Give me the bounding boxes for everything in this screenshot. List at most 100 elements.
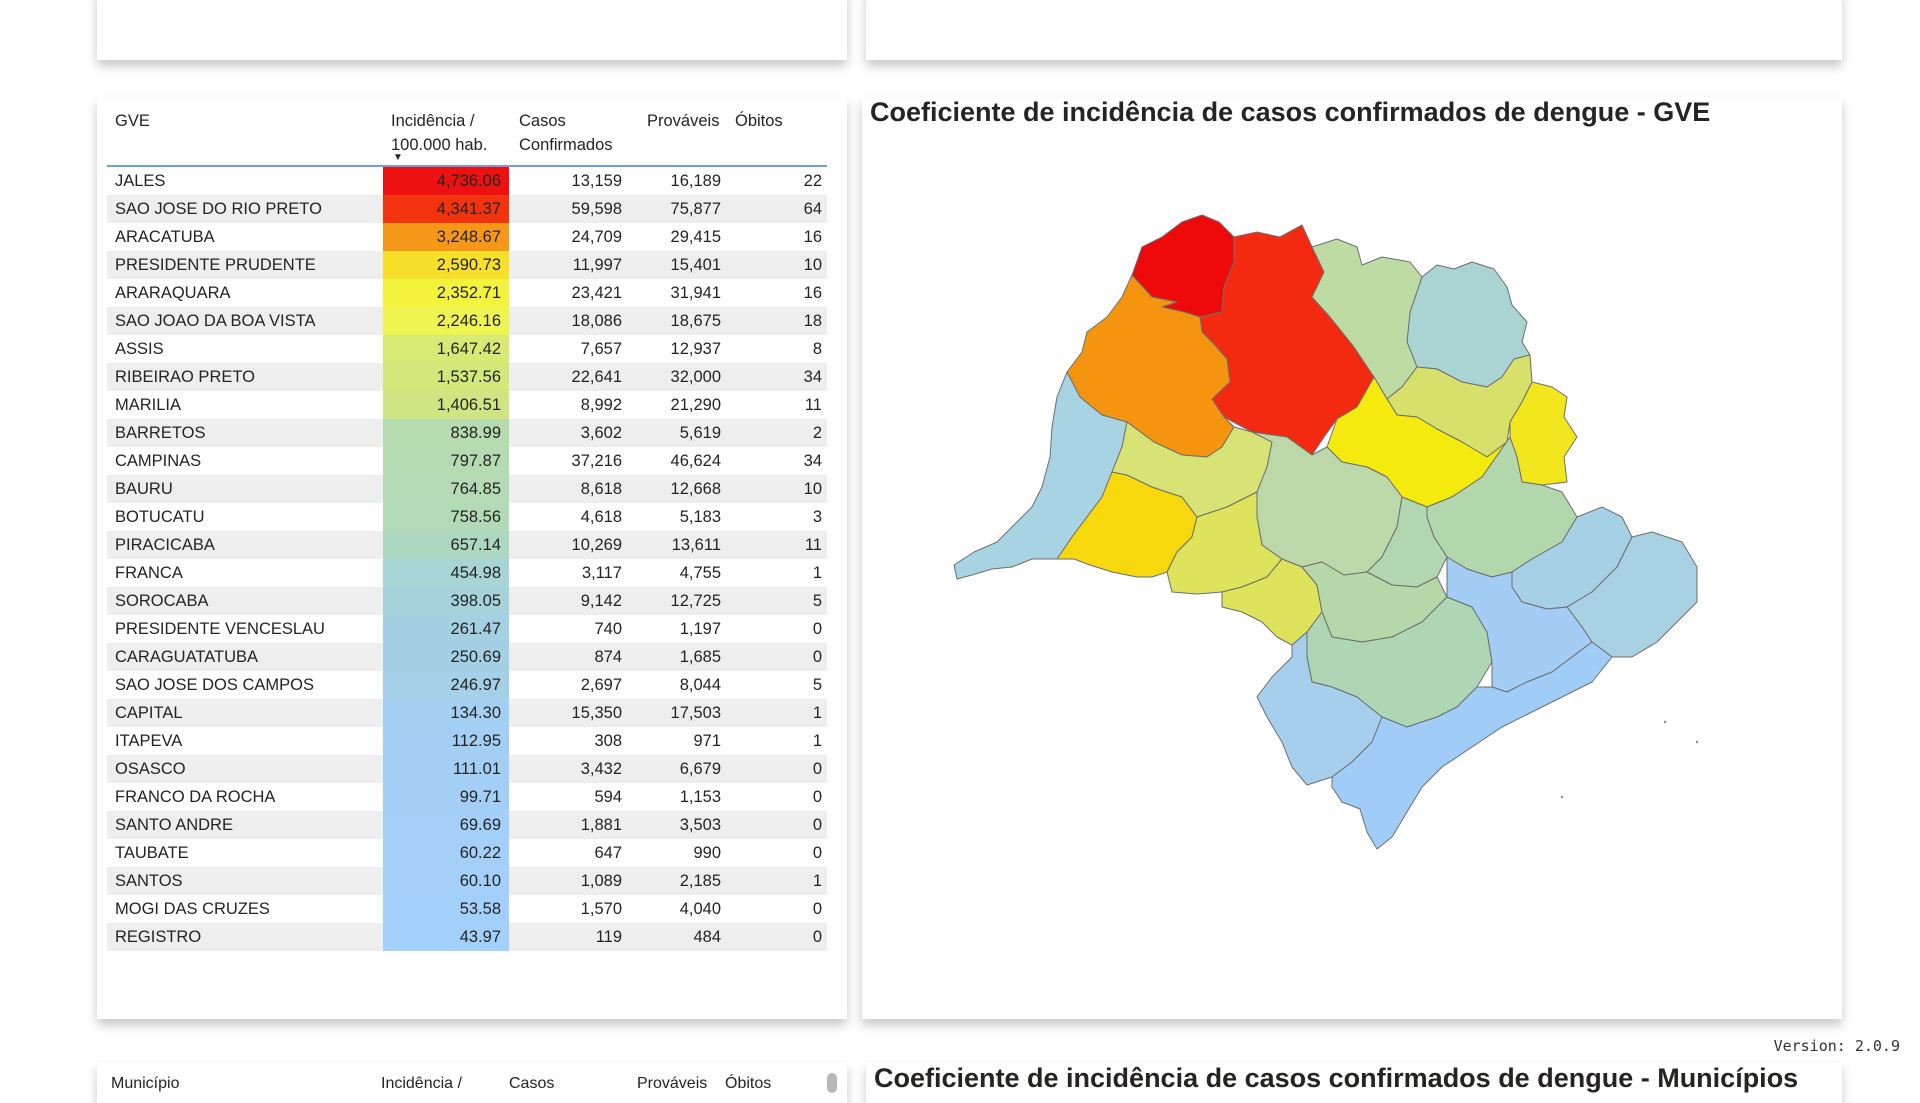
table-row[interactable]: ITAPEVA 112.95 308 971 1	[107, 727, 827, 755]
cell-provaveis: 6,679	[679, 760, 721, 778]
cell-casos-confirmados: 7,657	[580, 340, 622, 358]
table-row[interactable]: ARACATUBA 3,248.67 24,709 29,415 16	[107, 223, 827, 251]
cell-gve: CAMPINAS	[115, 452, 202, 470]
table-row[interactable]: SANTOS 60.10 1,089 2,185 1	[107, 867, 827, 895]
table-row[interactable]: FRANCA 454.98 3,117 4,755 1	[107, 559, 827, 587]
sao-paulo-gve-map[interactable]	[862, 97, 1842, 1019]
table-row[interactable]: PRESIDENTE VENCESLAU 261.47 740 1,197 0	[107, 615, 827, 643]
table-row[interactable]: PIRACICABA 657.14 10,269 13,611 11	[107, 531, 827, 559]
cell-incidencia: 2,352.71	[383, 279, 509, 307]
table-row[interactable]: BAURU 764.85 8,618 12,668 10	[107, 475, 827, 503]
table-row[interactable]: REGISTRO 43.97 119 484 0	[107, 923, 827, 951]
header-provaveis-municipio[interactable]: Prováveis	[637, 1075, 708, 1092]
cell-obitos: 1	[812, 564, 822, 582]
cell-gve: REGISTRO	[115, 928, 202, 946]
cell-incidencia: 134.30	[383, 699, 509, 727]
header-municipio[interactable]: Município	[111, 1075, 180, 1092]
table-row[interactable]: SANTO ANDRE 69.69 1,881 3,503 0	[107, 811, 827, 839]
table-row[interactable]: JALES 4,736.06 13,159 16,189 22	[107, 167, 827, 195]
table-row[interactable]: ARARAQUARA 2,352.71 23,421 31,941 16	[107, 279, 827, 307]
cell-casos-confirmados: 24,709	[571, 228, 622, 246]
cell-provaveis: 990	[693, 844, 721, 862]
header-obitos-municipio[interactable]: Óbitos	[725, 1075, 772, 1092]
map-region-itapeva[interactable]	[1256, 631, 1383, 786]
table-row[interactable]: CAMPINAS 797.87 37,216 46,624 34	[107, 447, 827, 475]
cell-incidencia: 1,406.51	[383, 391, 509, 419]
municipios-map-title: Coeficiente de incidência de casos confi…	[874, 1063, 1799, 1093]
table-row[interactable]: ASSIS 1,647.42 7,657 12,937 8	[107, 335, 827, 363]
gve-map-visual[interactable]: Coeficiente de incidência de casos confi…	[862, 97, 1842, 1019]
cell-gve: FRANCO DA ROCHA	[115, 788, 276, 806]
cell-casos-confirmados: 3,117	[581, 564, 622, 582]
header-gve[interactable]: GVE	[115, 112, 150, 130]
municipios-map-visual[interactable]: Coeficiente de incidência de casos confi…	[866, 1063, 1842, 1103]
cell-casos-confirmados: 59,598	[571, 200, 622, 218]
header-provaveis[interactable]: Prováveis	[647, 112, 720, 130]
cell-obitos: 11	[804, 396, 822, 414]
municipios-table-visual[interactable]: Município Incidência / Casos Prováveis Ó…	[97, 1063, 847, 1103]
cell-incidencia: 1,537.56	[383, 363, 509, 391]
table-row[interactable]: SOROCABA 398.05 9,142 12,725 5	[107, 587, 827, 615]
map-region-registro[interactable]	[1331, 641, 1613, 850]
cell-casos-confirmados: 1,570	[580, 900, 622, 918]
gve-table-visual[interactable]: GVE Incidência / 100.000 hab. Casos Conf…	[97, 97, 847, 1019]
cell-obitos: 1	[812, 732, 822, 750]
table-row[interactable]: CARAGUATATUBA 250.69 874 1,685 0	[107, 643, 827, 671]
gve-table: GVE Incidência / 100.000 hab. Casos Conf…	[107, 109, 827, 951]
map-region-caraguatatuba[interactable]	[1566, 531, 1698, 658]
table-row[interactable]: RIBEIRAO PRETO 1,537.56 22,641 32,000 34	[107, 363, 827, 391]
cell-casos-confirmados: 308	[594, 732, 622, 750]
scrollbar-thumb[interactable]	[827, 1073, 837, 1093]
cell-provaveis: 4,755	[679, 564, 721, 582]
table-row[interactable]: PRESIDENTE PRUDENTE 2,590.73 11,997 15,401 1…	[107, 251, 827, 279]
cell-gve: RIBEIRAO PRETO	[115, 368, 255, 386]
cell-obitos: 5	[812, 676, 822, 694]
table-row[interactable]: MARILIA 1,406.51 8,992 21,290 11	[107, 391, 827, 419]
cell-provaveis: 484	[693, 928, 721, 946]
cell-incidencia: 4,341.37	[383, 195, 509, 223]
table-row[interactable]: BOTUCATU 758.56 4,618 5,183 3	[107, 503, 827, 531]
cell-obitos: 16	[803, 284, 822, 302]
table-row[interactable]: SAO JOSE DOS CAMPOS 246.97 2,697 8,044 5	[107, 671, 827, 699]
cell-obitos: 1	[812, 872, 822, 890]
table-row[interactable]: SAO JOAO DA BOA VISTA 2,246.16 18,086 18,67…	[107, 307, 827, 335]
header-incidencia-municipio[interactable]: Incidência /	[381, 1075, 462, 1092]
cell-provaveis: 32,000	[670, 368, 721, 386]
cell-gve: BARRETOS	[115, 424, 206, 442]
cell-incidencia: 797.87	[383, 447, 509, 475]
cell-obitos: 22	[803, 172, 822, 190]
cell-casos-confirmados: 874	[594, 648, 622, 666]
table-row[interactable]: TAUBATE 60.22 647 990 0	[107, 839, 827, 867]
header-incidencia[interactable]: Incidência / 100.000 hab.	[391, 109, 487, 157]
cell-incidencia: 657.14	[383, 531, 509, 559]
cell-gve: JALES	[115, 172, 166, 190]
cell-gve: SAO JOSE DO RIO PRETO	[115, 200, 322, 218]
table-row[interactable]: OSASCO 111.01 3,432 6,679 0	[107, 755, 827, 783]
cell-provaveis: 12,668	[670, 480, 721, 498]
cell-gve: MOGI DAS CRUZES	[115, 900, 270, 918]
map-region-barretos[interactable]	[1311, 238, 1423, 400]
cell-casos-confirmados: 15,350	[571, 704, 622, 722]
cell-obitos: 34	[803, 368, 822, 386]
cell-obitos: 34	[803, 452, 822, 470]
header-casos-municipio[interactable]: Casos	[509, 1075, 555, 1092]
cell-gve: ARARAQUARA	[115, 284, 231, 302]
cell-gve: PRESIDENTE VENCESLAU	[115, 620, 325, 638]
cell-incidencia: 69.69	[383, 811, 509, 839]
cell-gve: SANTOS	[115, 872, 183, 890]
cell-obitos: 16	[803, 228, 822, 246]
table-row[interactable]: SAO JOSE DO RIO PRETO 4,341.37 59,598 75,87…	[107, 195, 827, 223]
header-casos-confirmados[interactable]: Casos Confirmados	[519, 109, 613, 157]
header-incidencia-line1: Incidência /	[391, 112, 475, 130]
cell-provaveis: 12,725	[670, 592, 721, 610]
sort-desc-icon[interactable]: ▼	[393, 152, 403, 163]
table-row[interactable]: MOGI DAS CRUZES 53.58 1,570 4,040 0	[107, 895, 827, 923]
header-casos-line2: Confirmados	[519, 136, 613, 154]
cell-provaveis: 16,189	[670, 172, 721, 190]
cell-provaveis: 1,685	[679, 648, 721, 666]
table-row[interactable]: BARRETOS 838.99 3,602 5,619 2	[107, 419, 827, 447]
header-obitos[interactable]: Óbitos	[735, 112, 783, 130]
cell-incidencia: 3,248.67	[383, 223, 509, 251]
table-row[interactable]: FRANCO DA ROCHA 99.71 594 1,153 0	[107, 783, 827, 811]
table-row[interactable]: CAPITAL 134.30 15,350 17,503 1	[107, 699, 827, 727]
